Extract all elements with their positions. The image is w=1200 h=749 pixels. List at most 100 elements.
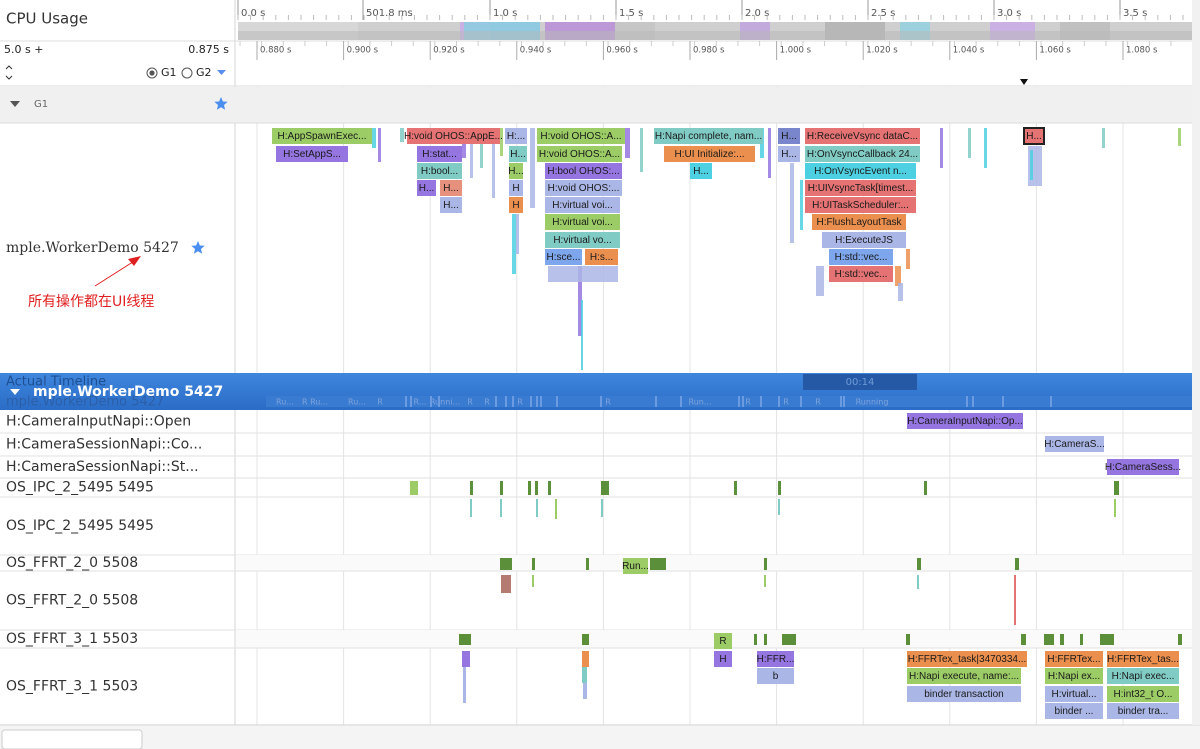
- activity-mark: [764, 558, 767, 570]
- radio-g2[interactable]: [181, 67, 193, 79]
- slice-label[interactable]: H:Napi ex...: [1048, 671, 1100, 682]
- thread-state-label: R Ru...: [302, 398, 328, 407]
- slice-label[interactable]: H:UITaskScheduler:...: [812, 200, 909, 211]
- slice-label[interactable]: H: [512, 200, 519, 211]
- slice-label[interactable]: H: [512, 183, 519, 194]
- state-tick: [556, 396, 558, 407]
- activity-mark: [582, 651, 589, 667]
- depth-mark: [372, 128, 376, 148]
- slice-label[interactable]: H:bool OHOS:...: [547, 166, 619, 177]
- slice-label[interactable]: H...: [508, 166, 524, 177]
- slice-label[interactable]: H:sce...: [547, 252, 581, 263]
- slice-label[interactable]: H:void OHOS::A...: [539, 149, 620, 160]
- slice-label[interactable]: b: [773, 671, 779, 682]
- pinned-hidden-label: Actual Timeline: [6, 375, 106, 390]
- group-dropdown[interactable]: [217, 70, 226, 75]
- slice-label[interactable]: H:void OHOS:...: [548, 183, 620, 194]
- slice-label[interactable]: H...: [443, 183, 459, 194]
- activity-mark: [1015, 558, 1019, 570]
- activity-mark: [764, 634, 767, 645]
- slice-label[interactable]: H:Napi complete, nam...: [655, 131, 762, 142]
- slice-label[interactable]: H...: [781, 149, 797, 160]
- slice-label[interactable]: H...: [510, 149, 526, 160]
- slice-label[interactable]: binder transaction: [924, 689, 1004, 700]
- slice-label[interactable]: H:OnVsyncEvent n...: [814, 166, 907, 177]
- slice-label[interactable]: H:FFRTex_task|3470334...: [908, 654, 1027, 665]
- slice-label[interactable]: H:ReceiveVsync dataC...: [807, 131, 918, 142]
- slice-label[interactable]: H:bool...: [421, 166, 458, 177]
- slice-label[interactable]: H:void OHOS::A...: [540, 131, 621, 142]
- ruler-tick-label: 0.980 s: [693, 46, 725, 56]
- slice-label[interactable]: H:std::vec...: [835, 252, 888, 263]
- activity-mark: [500, 558, 512, 570]
- slice-label[interactable]: H:FFRTex_tas...: [1107, 654, 1179, 665]
- activity-mark: [650, 558, 666, 570]
- activity-mark: [764, 575, 766, 587]
- pinned-collapse[interactable]: [10, 389, 20, 395]
- trace-slice: [778, 146, 800, 162]
- depth-mark: [1030, 150, 1033, 180]
- slice-label[interactable]: H:std::vec...: [835, 269, 888, 280]
- collapse-icon[interactable]: [5, 75, 13, 80]
- state-tick: [530, 396, 532, 407]
- trace-slice: [1045, 651, 1103, 667]
- slice-label[interactable]: H:Napi execute, name:...: [909, 671, 1019, 682]
- slice-label[interactable]: H:virtual vo...: [553, 235, 611, 246]
- slice-label[interactable]: H:void OHOS::AppE...: [404, 131, 503, 142]
- slice-label[interactable]: H:FlushLayoutTask: [816, 217, 902, 228]
- slice-label[interactable]: H:FFRTex...: [1047, 654, 1100, 665]
- activity-mark: [410, 481, 418, 495]
- slice-label[interactable]: H:ExecuteJS: [835, 235, 893, 246]
- slice-label[interactable]: binder ...: [1055, 706, 1094, 717]
- activity-mark: [582, 667, 587, 683]
- slice-label[interactable]: H:UI Initialize:...: [674, 149, 744, 160]
- slice-label[interactable]: H: [719, 654, 726, 665]
- depth-mark: [768, 128, 771, 178]
- slice-label[interactable]: H:AppSpawnExec...: [278, 131, 367, 142]
- slice-label[interactable]: H:SetAppS...: [283, 149, 341, 160]
- expand-icon[interactable]: [5, 65, 13, 70]
- slice-label[interactable]: binder tra...: [1118, 706, 1169, 717]
- thread-star[interactable]: [191, 241, 205, 254]
- slice-label[interactable]: H...: [781, 131, 797, 142]
- trace-slice: [907, 668, 1021, 684]
- slice-label[interactable]: H:...: [507, 131, 525, 142]
- state-tick: [540, 396, 542, 407]
- group-star[interactable]: [214, 97, 228, 110]
- slice-label[interactable]: H...: [693, 166, 709, 177]
- slice-label[interactable]: H...: [419, 183, 435, 194]
- slice-label[interactable]: H:int32_t O...: [1114, 689, 1173, 700]
- slice-label[interactable]: H:OnVsyncCallback 24...: [807, 149, 918, 160]
- slice-label[interactable]: H:virtual...: [1051, 689, 1096, 700]
- slice-label[interactable]: H:UIVsyncTask[timest...: [808, 183, 914, 194]
- activity-mark: [778, 481, 781, 495]
- slice-label[interactable]: H:virtual voi...: [552, 217, 613, 228]
- slice-label[interactable]: H:CameraS...: [1044, 439, 1105, 450]
- ruler-tick-label: 1.000 s: [780, 46, 812, 56]
- slice-label[interactable]: H:CameraSess...: [1105, 462, 1181, 473]
- slice-label[interactable]: H:Napi exec...: [1112, 671, 1175, 682]
- trace-slice: [805, 197, 916, 213]
- activity-mark: [462, 651, 470, 667]
- slice-label[interactable]: H:CameraInputNapi::Op...: [907, 416, 1023, 427]
- thread-state-label: Running: [856, 398, 889, 407]
- group-collapse[interactable]: [10, 101, 20, 107]
- depth-mark: [530, 128, 535, 208]
- radio-g2-label: G2: [196, 66, 212, 79]
- slice-label[interactable]: H:FFR...: [757, 654, 795, 665]
- slice-label[interactable]: H:virtual voi...: [552, 200, 613, 211]
- slice-label[interactable]: H:stat...: [422, 149, 456, 160]
- row-label: OS_FFRT_2_0 5508: [6, 555, 138, 571]
- slice-label[interactable]: H...: [1026, 131, 1042, 142]
- annotation: 所有操作都在UI线程: [28, 294, 154, 310]
- slice-label[interactable]: Run...: [622, 561, 649, 572]
- slice-label[interactable]: H...: [443, 200, 459, 211]
- depth-mark: [800, 180, 803, 230]
- depth-mark: [1102, 128, 1105, 148]
- slice-label[interactable]: H:s...: [590, 252, 613, 263]
- depth-mark: [578, 266, 582, 336]
- activity-mark: [1178, 634, 1182, 645]
- depth-mark: [492, 128, 495, 198]
- slice-label[interactable]: R: [719, 636, 726, 647]
